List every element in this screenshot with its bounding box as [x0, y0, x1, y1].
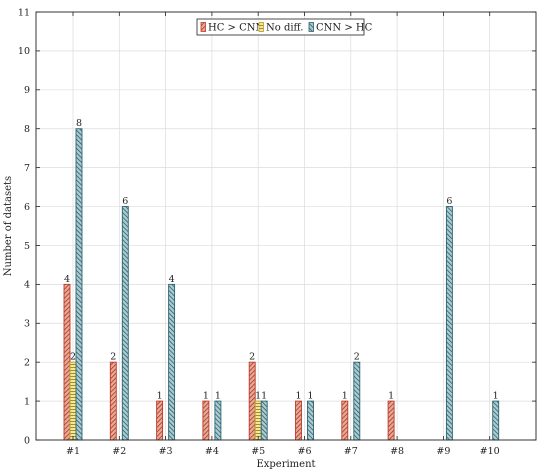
legend-swatch: [258, 22, 264, 32]
bar: [121, 206, 129, 441]
bar: [69, 361, 77, 441]
y-tick-label: 0: [24, 435, 30, 446]
bar: [307, 400, 314, 441]
legend: HC > CNN No diff. CNN > HC: [196, 18, 373, 36]
data-label: 2: [354, 352, 360, 363]
x-tick-label: #3: [159, 446, 173, 457]
data-label: 1: [307, 391, 313, 402]
bar: [156, 400, 164, 441]
bar: [75, 128, 83, 441]
data-label: 2: [110, 352, 116, 363]
x-tick-label: #8: [390, 446, 404, 457]
data-label: 1: [215, 391, 221, 402]
data-label: 4: [169, 274, 175, 285]
y-tick-label: 1: [24, 396, 30, 407]
data-label: 6: [122, 196, 128, 207]
bar: [254, 400, 262, 441]
x-tick-label: #7: [344, 446, 358, 457]
legend-swatch: [308, 22, 314, 32]
x-axis-title: Experiment: [256, 459, 315, 470]
y-tick-label: 3: [24, 319, 30, 330]
bar: [341, 400, 349, 441]
data-label: 8: [76, 118, 82, 129]
x-tick-label: #6: [297, 446, 311, 457]
x-tick-label: #1: [66, 446, 80, 457]
bar: [445, 206, 453, 441]
y-tick-label: 10: [18, 46, 30, 57]
x-tick-label: #5: [251, 446, 265, 457]
y-tick-label: 4: [24, 280, 30, 291]
y-axis-title: Number of datasets: [3, 176, 14, 276]
y-tick-label: 2: [24, 357, 30, 368]
x-tick-label: #10: [480, 446, 500, 457]
data-label: 1: [255, 391, 261, 402]
data-label: 2: [70, 352, 76, 363]
y-tick-label: 5: [24, 241, 30, 252]
data-label: 4: [64, 274, 70, 285]
legend-label: CNN > HC: [316, 23, 373, 34]
bar: [214, 400, 222, 441]
data-label: 1: [157, 391, 163, 402]
bars: [63, 128, 500, 441]
data-label: 1: [493, 391, 499, 402]
data-label: 1: [203, 391, 209, 402]
bar: [492, 400, 500, 441]
legend-label: HC > CNN: [208, 23, 265, 34]
data-label: 1: [342, 391, 348, 402]
data-label: 6: [446, 196, 452, 207]
plot-frame: [35, 11, 537, 441]
data-label: 2: [249, 352, 255, 363]
bar: [109, 361, 117, 441]
bar: [353, 361, 361, 441]
data-label: 1: [295, 391, 301, 402]
bar: [168, 283, 176, 441]
data-label: 1: [388, 391, 394, 402]
bar: [295, 400, 302, 441]
bar: [202, 400, 210, 441]
x-tick-label: #4: [205, 446, 219, 457]
y-tick-label: 7: [24, 163, 30, 174]
legend-swatch: [200, 22, 206, 32]
data-label: 1: [261, 391, 267, 402]
legend-box: [196, 18, 365, 36]
bar: [387, 400, 395, 441]
y-tick-label: 11: [18, 7, 30, 18]
legend-label: No diff.: [266, 23, 303, 34]
x-tick-label: #2: [112, 446, 126, 457]
y-tick-label: 6: [24, 202, 30, 213]
x-tick-label: #9: [436, 446, 450, 457]
bar: [260, 400, 268, 441]
y-tick-label: 9: [24, 85, 30, 96]
y-tick-label: 8: [24, 124, 30, 135]
